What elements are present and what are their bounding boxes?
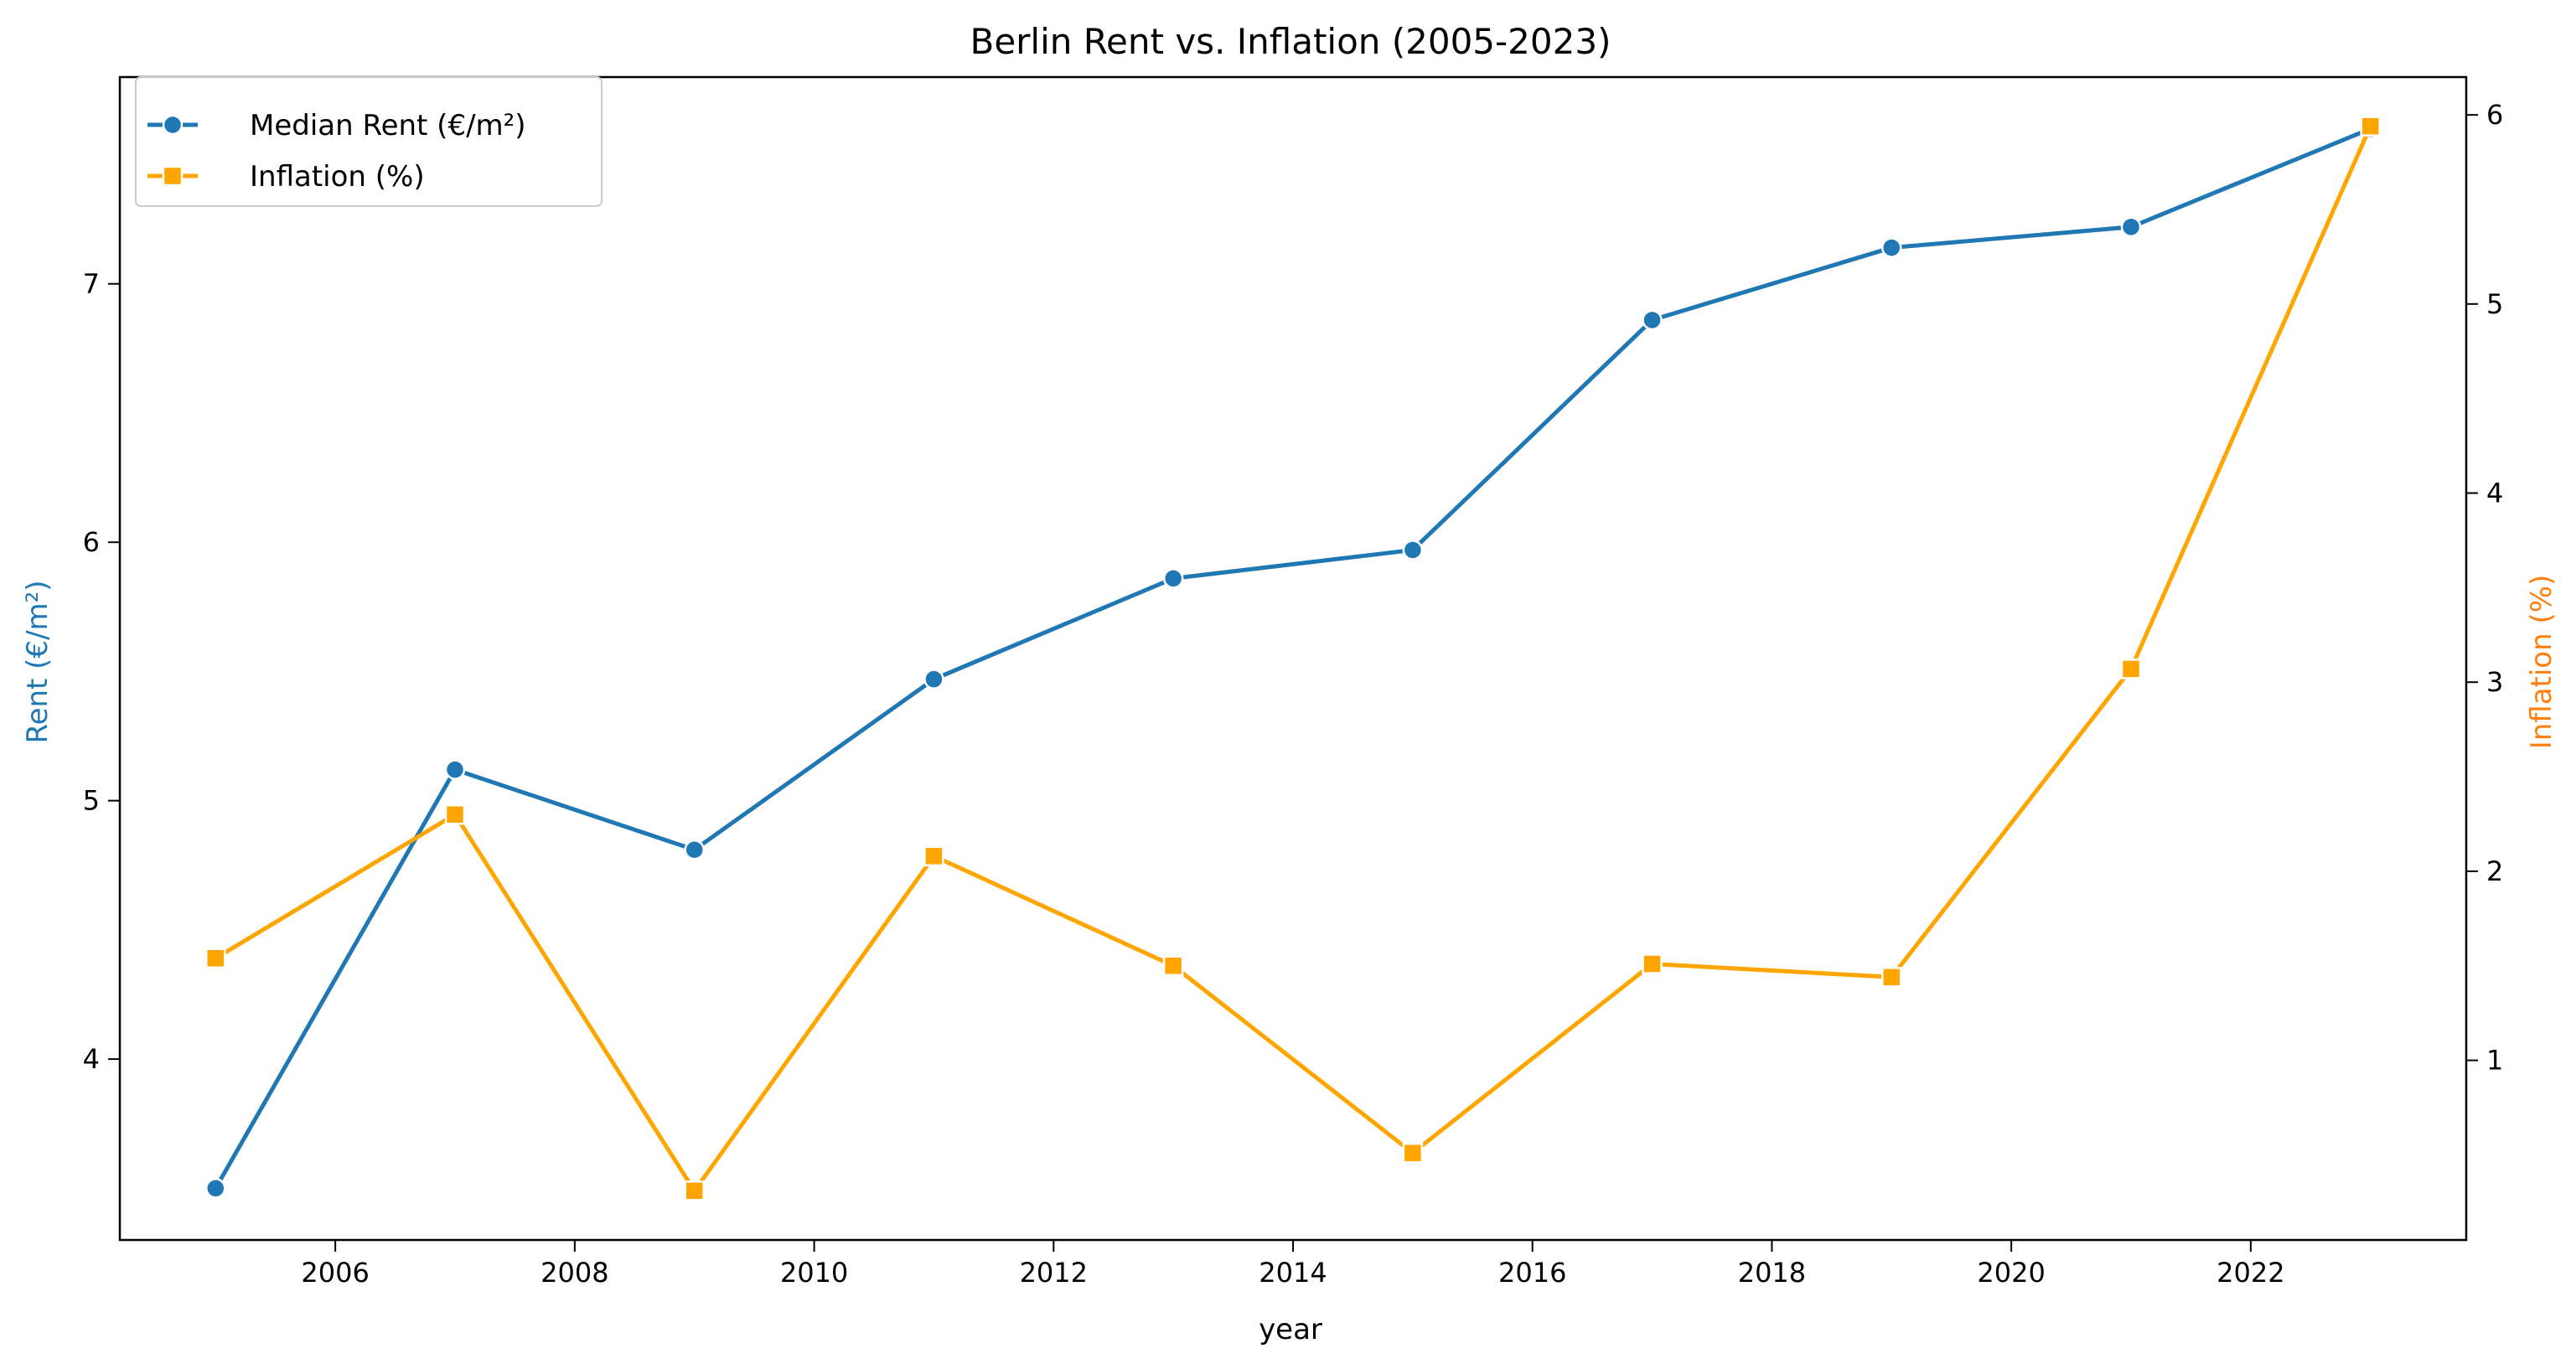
data-point-inflation	[1881, 967, 1902, 988]
data-point-inflation	[2360, 116, 2381, 137]
legend-marker-rent	[162, 114, 184, 136]
data-point-inflation	[923, 845, 944, 867]
y-right-tick-label: 1	[2486, 1045, 2503, 1077]
y-left-tick-label: 6	[83, 526, 100, 558]
legend-box	[135, 76, 603, 207]
y-axis-right-title: Inflation (%)	[2525, 575, 2558, 750]
y-axis-left-title: Rent (€/m²)	[21, 580, 54, 743]
series-layer	[205, 116, 2381, 1201]
data-point-rent	[205, 1178, 226, 1199]
data-point-rent	[444, 759, 466, 780]
data-point-rent	[1642, 309, 1663, 331]
x-tick-label: 2016	[1498, 1257, 1566, 1289]
x-tick-label: 2012	[1020, 1257, 1088, 1289]
y-right-tick-label: 4	[2486, 478, 2503, 509]
series-line-rent	[214, 127, 2372, 1190]
legend-marker-inflation	[162, 165, 184, 187]
y-left-tick-label: 5	[83, 785, 100, 817]
x-tick-label: 2022	[2216, 1257, 2284, 1289]
chart-title: Berlin Rent vs. Inflation (2005-2023)	[970, 21, 1611, 62]
x-tick-label: 2010	[780, 1257, 848, 1289]
data-point-rent	[1881, 237, 1902, 258]
data-point-inflation	[2120, 659, 2142, 679]
y-axis-left: 4 5 6 7	[83, 268, 120, 1075]
data-point-rent	[1402, 540, 1424, 561]
legend-label-rent: Median Rent (€/m²)	[250, 109, 526, 142]
x-axis-title: year	[1259, 1313, 1322, 1346]
y-left-tick-label: 4	[83, 1043, 100, 1075]
x-tick-label: 2020	[1977, 1257, 2045, 1289]
y-axis-right: 1 2 3 4 5 6	[2466, 99, 2503, 1077]
data-point-inflation	[1162, 955, 1184, 976]
data-point-rent	[2120, 216, 2142, 238]
data-point-rent	[684, 839, 705, 860]
data-point-inflation	[684, 1180, 705, 1201]
y-right-tick-label: 3	[2486, 666, 2503, 698]
x-axis: 2006 2008 2010 2012 2014 2016 2018 2020 2022	[301, 1240, 2285, 1289]
data-point-inflation	[444, 803, 466, 825]
data-point-inflation	[1402, 1142, 1424, 1164]
legend-label-inflation: Inflation (%)	[250, 160, 425, 194]
x-tick-label: 2014	[1259, 1257, 1327, 1289]
data-point-rent	[1162, 568, 1184, 589]
y-right-tick-label: 2	[2486, 855, 2503, 887]
y-right-tick-label: 5	[2486, 288, 2503, 320]
x-tick-label: 2018	[1738, 1257, 1806, 1289]
y-left-tick-label: 7	[83, 268, 100, 300]
data-point-inflation	[1642, 953, 1663, 974]
y-right-tick-label: 6	[2486, 99, 2503, 131]
data-point-rent	[923, 669, 944, 690]
data-point-inflation	[205, 948, 226, 969]
x-tick-label: 2006	[301, 1257, 369, 1289]
legend: Median Rent (€/m²) Inflation (%)	[135, 76, 603, 207]
series-line-inflation	[214, 125, 2373, 1193]
x-tick-label: 2008	[541, 1257, 608, 1289]
